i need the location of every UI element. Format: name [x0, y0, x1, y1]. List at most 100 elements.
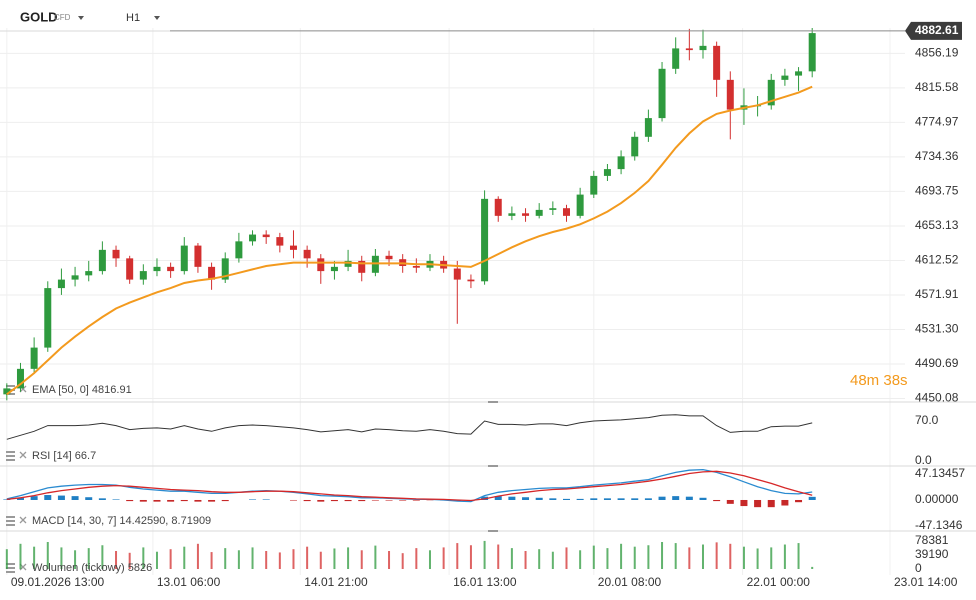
candle-body — [603, 169, 611, 176]
timeframe-dropdown[interactable] — [154, 16, 160, 20]
macd-histogram-bar — [208, 499, 216, 502]
x-tick-label: 13.01 06:00 — [157, 575, 221, 589]
candle-body — [494, 198, 502, 216]
macd-histogram-bar — [385, 499, 393, 501]
volume-bar — [592, 545, 595, 569]
volume-bar — [46, 542, 49, 569]
volume-bar — [101, 545, 104, 569]
macd-histogram-bar — [180, 499, 188, 502]
volume-bar — [483, 540, 486, 569]
candle-body — [194, 245, 202, 267]
macd-legend: MACD [14, 30, 7] 14.42590, 8.71909 — [32, 515, 211, 527]
candle-body — [358, 260, 366, 273]
candle-body — [576, 194, 584, 216]
volume-bar — [756, 548, 759, 569]
volume-bar — [715, 542, 718, 569]
candle-body — [276, 237, 284, 246]
y-tick-label: 4490.69 — [915, 356, 959, 370]
volume-bar — [661, 542, 664, 569]
pane-handle[interactable] — [488, 465, 498, 467]
volume-bar — [688, 547, 691, 569]
volume-bar — [524, 551, 527, 569]
legend-close-icons[interactable] — [19, 385, 27, 571]
volume-bar — [60, 547, 63, 569]
volume-bar — [360, 550, 363, 569]
macd-histogram-bar — [522, 497, 530, 500]
candle-body — [208, 266, 216, 280]
macd-histogram-bar — [317, 499, 325, 502]
candle-body — [57, 279, 65, 289]
volume-bar — [306, 546, 309, 569]
macd-histogram-bar — [85, 497, 93, 500]
macd-histogram-bar — [16, 497, 24, 500]
symbol-dropdown[interactable] — [78, 16, 84, 20]
macd-histogram-bar — [549, 498, 557, 500]
macd-histogram-bar — [631, 498, 639, 500]
candle-body — [617, 156, 625, 170]
candle-body — [453, 268, 461, 280]
macd-histogram-bar — [57, 495, 65, 500]
volume-bar — [374, 545, 377, 569]
volume-bar — [196, 543, 199, 569]
macd-histogram-bar — [754, 499, 762, 508]
volume-bar — [115, 551, 118, 569]
candle-body — [644, 118, 652, 137]
macd-histogram-bar — [126, 499, 134, 502]
volume-bar — [565, 547, 568, 569]
candle-body — [44, 288, 52, 348]
volume-bar — [497, 544, 500, 569]
macd-histogram-bar — [167, 499, 175, 502]
y-tick-label: 39190 — [915, 547, 949, 561]
symbol[interactable]: GOLD — [20, 9, 58, 24]
macd-histogram-bar — [262, 499, 270, 500]
candle-body — [385, 255, 393, 260]
macd-histogram-bar — [303, 499, 311, 502]
y-tick-label: 4653.13 — [915, 218, 959, 232]
macd-histogram-bar — [44, 495, 52, 500]
candle-body — [289, 245, 297, 250]
volume-bar — [224, 548, 227, 569]
volume-bar — [169, 549, 172, 569]
macd-histogram-bar — [781, 499, 789, 506]
candle-body — [303, 249, 311, 259]
macd-histogram-bar — [726, 499, 734, 504]
volume-bar — [265, 551, 268, 569]
y-tick-label: 4815.58 — [915, 80, 959, 94]
y-tick-label: 0 — [915, 561, 922, 575]
grid-layer — [0, 28, 905, 575]
volume-bar — [5, 549, 8, 569]
volume-bar — [333, 548, 336, 569]
volume-legend: Wolumen (tickowy) 5826 — [32, 562, 152, 574]
y-tick-label: 4693.75 — [915, 184, 959, 198]
macd-histogram-bar — [289, 499, 297, 501]
candle-countdown: 48m 38s — [850, 372, 908, 389]
macd-histogram-bar — [3, 499, 11, 500]
macd-histogram-bar — [740, 499, 748, 507]
pane-handle[interactable] — [488, 530, 498, 532]
volume-bar — [87, 548, 90, 569]
candle-body — [221, 258, 229, 280]
candle-body — [262, 234, 270, 238]
macd-histogram-bar — [672, 496, 680, 500]
timeframe[interactable]: H1 — [126, 12, 140, 24]
volume-bar — [251, 547, 254, 569]
legend-icons — [6, 385, 15, 573]
candle-body — [249, 234, 257, 242]
volume-bar — [183, 546, 186, 569]
macd-histogram-bar — [399, 499, 407, 501]
volume-bar — [19, 543, 22, 569]
volume-bar — [579, 550, 582, 569]
volume-bar — [783, 544, 786, 569]
instrument-kind: CFD — [54, 13, 71, 22]
volume-bar — [142, 547, 145, 569]
macd-histogram-bar — [249, 499, 257, 500]
pane-handle[interactable] — [488, 401, 498, 403]
macd-histogram-bar — [685, 496, 693, 500]
ema-line — [6, 85, 813, 396]
macd-histogram-bar — [412, 499, 420, 501]
rsi-legend: RSI [14] 66.7 — [32, 450, 96, 462]
y-tick-label: 70.0 — [915, 413, 939, 427]
candle-body — [30, 347, 38, 369]
macd-histogram-bar — [221, 499, 229, 502]
macd-histogram-bar — [98, 498, 106, 500]
